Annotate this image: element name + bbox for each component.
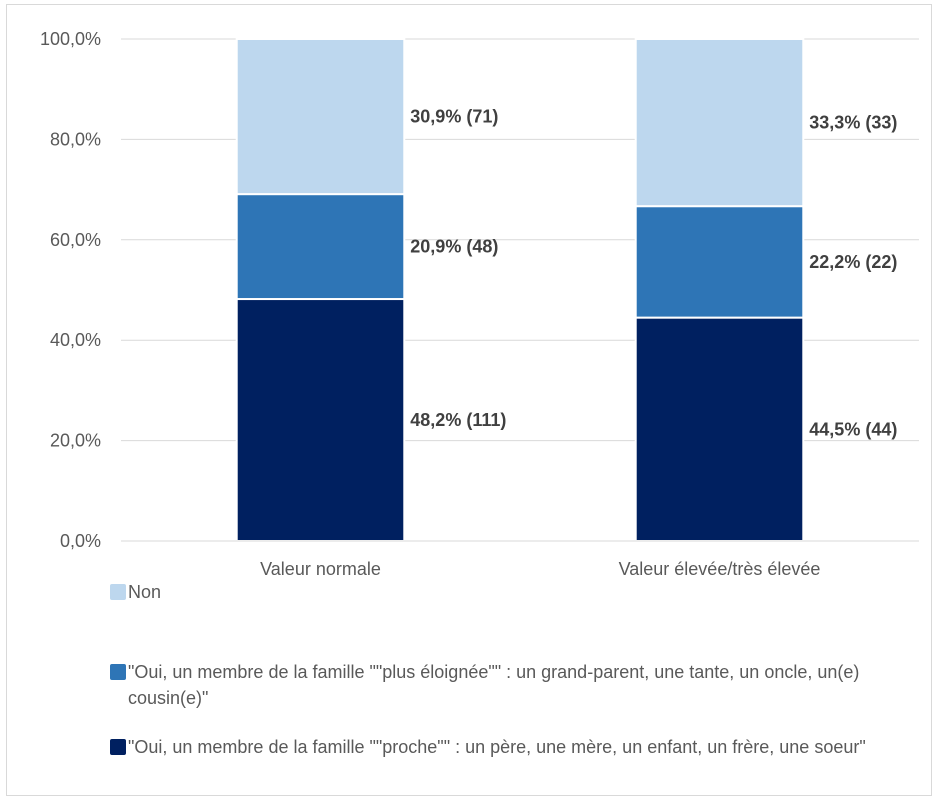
legend-label-famille-eloignee: "Oui, un membre de la famille ""plus élo… [128,662,860,708]
data-label: 33,3% (33) [809,113,897,133]
bar-segment [235,193,406,301]
y-tick-label: 80,0% [50,129,101,149]
bar-segment [634,205,805,319]
data-label: 30,9% (71) [410,107,498,127]
legend-item-non: Non [110,579,908,605]
bar-segment [235,38,406,196]
y-tick-label: 60,0% [50,230,101,250]
data-label: 20,9% (48) [410,237,498,257]
bar-segment [634,316,805,542]
data-label: 48,2% (111) [410,410,506,430]
bar-segment [634,38,805,208]
x-category-label: Valeur élevée/très élevée [619,559,821,579]
data-label: 22,2% (22) [809,252,897,272]
data-label: 44,5% (44) [809,419,897,439]
legend-swatch-famille-eloignee [110,664,126,680]
bar-segment [235,298,406,543]
legend-swatch-famille-proche [110,739,126,755]
legend-item-famille-eloignee: "Oui, un membre de la famille ""plus élo… [110,659,908,711]
y-tick-label: 0,0% [60,531,101,551]
x-category-label: Valeur normale [260,559,381,579]
legend-label-non: Non [128,582,162,602]
stacked-bar-chart: 0,0% 20,0% 40,0% 60,0% 80,0% 100,0% 48,2% (111… [40,29,919,579]
y-tick-label: 40,0% [50,330,101,350]
legend-swatch-non [110,584,126,600]
legend-label-famille-proche: "Oui, un membre de la famille ""proche""… [128,737,866,757]
y-tick-label: 100,0% [40,29,101,49]
chart-frame: 0,0% 20,0% 40,0% 60,0% 80,0% 100,0% 48,2% (111… [6,4,932,796]
y-tick-label: 20,0% [50,431,101,451]
legend-item-famille-proche: "Oui, un membre de la famille ""proche""… [110,734,908,760]
